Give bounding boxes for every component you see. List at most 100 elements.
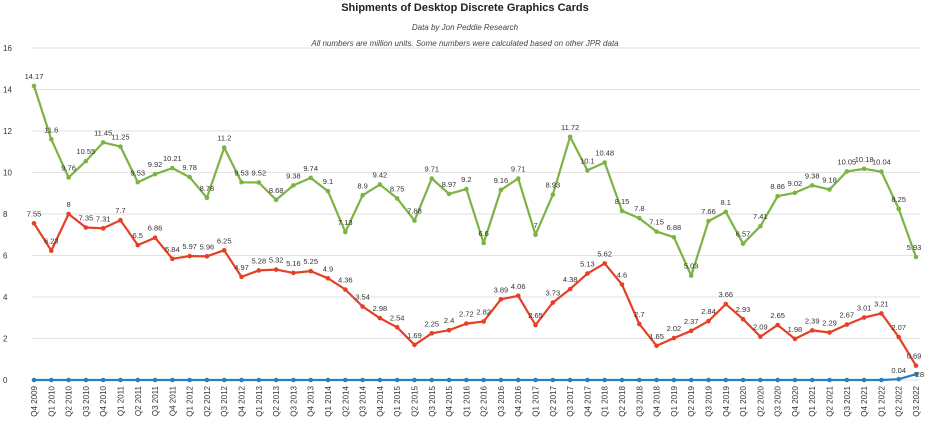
x-tick-label: Q2 2022 bbox=[895, 385, 904, 416]
data-label: 9.78 bbox=[182, 163, 197, 172]
data-point bbox=[291, 183, 296, 188]
data-point bbox=[827, 330, 832, 335]
data-point bbox=[66, 377, 71, 383]
y-tick-label: 4 bbox=[3, 293, 8, 302]
data-point bbox=[619, 208, 625, 214]
x-tick-label: Q3 2012 bbox=[220, 385, 229, 416]
data-label: 11.45 bbox=[94, 128, 112, 137]
data-point bbox=[879, 377, 884, 383]
data-point bbox=[31, 83, 37, 89]
data-label: 8.75 bbox=[390, 184, 405, 193]
data-point bbox=[291, 270, 296, 276]
data-point bbox=[412, 377, 417, 383]
data-point bbox=[671, 377, 677, 383]
data-point bbox=[83, 377, 89, 383]
x-tick-label: Q3 2021 bbox=[843, 385, 852, 416]
data-point bbox=[412, 218, 417, 223]
data-point bbox=[671, 335, 677, 341]
data-label: 9.53 bbox=[234, 168, 249, 177]
data-label: 7.15 bbox=[649, 218, 664, 227]
data-label: 11.25 bbox=[111, 133, 129, 142]
data-label: 2.07 bbox=[891, 323, 906, 332]
data-point bbox=[152, 235, 158, 240]
data-point bbox=[187, 174, 192, 180]
data-point bbox=[688, 328, 694, 334]
data-point bbox=[861, 166, 867, 172]
data-label: 8.1 bbox=[721, 198, 731, 207]
data-point bbox=[706, 318, 711, 324]
data-label: 5.32 bbox=[269, 256, 284, 265]
data-point bbox=[585, 168, 590, 173]
data-label: 10.1 bbox=[580, 156, 595, 165]
data-label: 28 bbox=[916, 370, 924, 379]
data-point bbox=[187, 377, 192, 383]
data-label: 7.35 bbox=[79, 213, 94, 222]
data-point bbox=[170, 165, 175, 171]
x-tick-label: Q4 2021 bbox=[860, 385, 869, 416]
y-tick-label: 6 bbox=[3, 252, 8, 261]
data-point bbox=[515, 176, 521, 181]
data-label: 5.16 bbox=[286, 259, 301, 268]
x-tick-label: Q3 2013 bbox=[289, 385, 298, 416]
data-point bbox=[31, 221, 37, 226]
data-point bbox=[533, 232, 538, 238]
data-point bbox=[325, 188, 331, 194]
data-point bbox=[550, 377, 556, 383]
data-point bbox=[636, 215, 642, 221]
x-tick-label: Q3 2014 bbox=[359, 385, 368, 416]
data-point bbox=[827, 377, 832, 383]
data-label: 8.68 bbox=[269, 186, 284, 195]
data-point bbox=[152, 171, 158, 177]
data-point bbox=[775, 377, 780, 383]
data-label: 5.03 bbox=[684, 262, 699, 271]
data-point bbox=[844, 169, 850, 174]
x-tick-label: Q3 2011 bbox=[151, 385, 160, 416]
data-label: 11.2 bbox=[217, 134, 231, 143]
data-label: 8.93 bbox=[546, 181, 561, 190]
data-label: 2.37 bbox=[684, 317, 699, 326]
y-tick-label: 0 bbox=[3, 376, 8, 385]
data-label: 2.29 bbox=[822, 318, 837, 327]
data-label: 9.16 bbox=[494, 176, 509, 185]
data-label: 6.88 bbox=[667, 223, 682, 232]
data-point bbox=[861, 377, 867, 383]
data-label: 2.4 bbox=[444, 316, 454, 325]
data-label: 3.54 bbox=[355, 293, 370, 302]
data-point bbox=[429, 331, 435, 336]
data-point bbox=[204, 195, 210, 201]
data-point bbox=[118, 377, 123, 383]
x-tick-label: Q4 2015 bbox=[445, 385, 454, 416]
x-tick-label: Q2 2013 bbox=[272, 385, 281, 416]
data-label: 9.18 bbox=[822, 176, 837, 185]
data-point bbox=[758, 223, 763, 229]
data-label: 5.28 bbox=[252, 256, 267, 265]
data-point bbox=[619, 282, 625, 287]
data-point bbox=[377, 315, 383, 321]
data-point bbox=[360, 377, 365, 383]
data-label: 9.76 bbox=[61, 163, 76, 172]
x-tick-label: Q2 2010 bbox=[65, 385, 74, 416]
data-label: 2.98 bbox=[373, 304, 388, 313]
data-point bbox=[533, 322, 538, 328]
data-label: 7.68 bbox=[407, 207, 422, 216]
data-label: 9.71 bbox=[511, 165, 526, 174]
x-tick-label: Q2 2014 bbox=[341, 385, 350, 416]
data-point bbox=[118, 144, 123, 149]
data-point bbox=[464, 321, 469, 326]
data-point bbox=[775, 322, 780, 328]
chart-title: Shipments of Desktop Discrete Graphics C… bbox=[341, 2, 589, 14]
x-tick-label: Q1 2012 bbox=[186, 385, 195, 416]
data-point bbox=[464, 186, 469, 192]
data-point bbox=[342, 229, 348, 235]
data-point bbox=[567, 377, 573, 383]
x-tick-label: Q4 2014 bbox=[376, 385, 385, 416]
data-label: 9.38 bbox=[805, 171, 820, 180]
y-tick-label: 14 bbox=[3, 86, 12, 95]
series-3 bbox=[31, 371, 919, 383]
data-point bbox=[723, 209, 729, 215]
data-label: 8.78 bbox=[200, 184, 215, 193]
data-label: 2.84 bbox=[701, 307, 716, 316]
data-label: 8.25 bbox=[891, 195, 906, 204]
y-tick-label: 10 bbox=[3, 169, 12, 178]
data-point bbox=[429, 377, 435, 383]
